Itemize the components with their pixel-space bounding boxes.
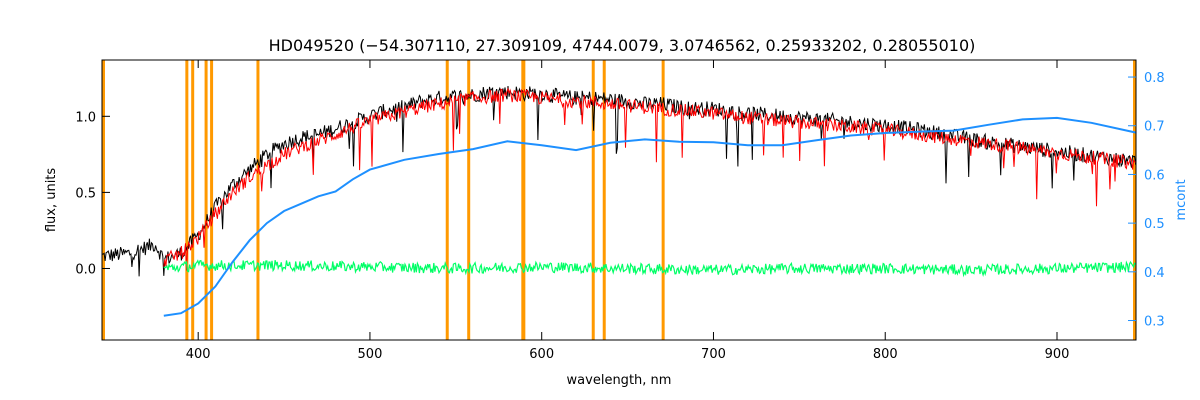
x-tick-label: 500 (358, 347, 383, 362)
y-tick-label: 0.0 (75, 262, 96, 277)
mask-line (661, 60, 665, 340)
mask-line (256, 60, 260, 340)
y-tick-label: 0.5 (75, 186, 96, 201)
masked-lines (102, 60, 1136, 340)
x-axis-label: wavelength, nm (567, 373, 672, 388)
right-y-axis: 0.3 0.4 0.5 0.6 0.7 0.8 (1128, 71, 1165, 330)
mask-line (467, 60, 471, 340)
right-y-axis-label: mcont (1174, 179, 1189, 220)
mask-line (210, 60, 214, 340)
y2-tick-label: 0.8 (1144, 71, 1165, 86)
mask-line (191, 60, 195, 340)
mask-line (591, 60, 595, 340)
y2-tick-label: 0.3 (1144, 315, 1165, 330)
mask-line (185, 60, 189, 340)
residual-points (163, 258, 1137, 278)
chart-title: HD049520 (−54.307110, 27.309109, 4744.00… (269, 36, 976, 55)
y-axis: 0.0 0.5 1.0 (75, 110, 110, 277)
y2-tick-label: 0.6 (1144, 168, 1165, 183)
x-tick-label: 600 (529, 347, 554, 362)
model-spectrum (163, 87, 1136, 271)
observed-spectrum (101, 85, 1137, 277)
y-axis-label: flux, units (44, 168, 59, 233)
edge-mask-right (1133, 60, 1136, 340)
plot-frame (101, 59, 1137, 341)
series-layer (101, 85, 1137, 317)
x-axis: 400 500 600 700 800 900 (186, 60, 1070, 362)
mask-line (602, 60, 606, 340)
x-tick-label: 400 (186, 347, 211, 362)
mask-line (522, 60, 526, 340)
x-tick-label: 900 (1045, 347, 1070, 362)
x-tick-label: 700 (701, 347, 726, 362)
y-tick-label: 1.0 (75, 110, 96, 125)
y2-tick-label: 0.4 (1144, 266, 1165, 281)
edge-mask-left (102, 60, 105, 340)
mask-line (204, 60, 208, 340)
x-tick-label: 800 (873, 347, 898, 362)
y2-tick-label: 0.5 (1144, 217, 1165, 232)
y2-tick-label: 0.7 (1144, 120, 1165, 135)
mcont-curve (163, 116, 1137, 317)
mask-line (445, 60, 449, 340)
